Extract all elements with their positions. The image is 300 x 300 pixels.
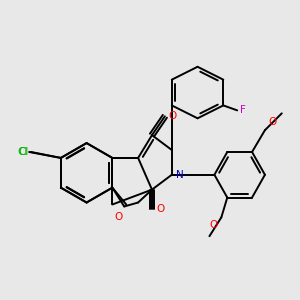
Text: Cl: Cl <box>19 147 29 157</box>
Text: O: O <box>114 212 122 222</box>
Text: Cl: Cl <box>18 147 28 157</box>
Text: O: O <box>209 220 218 230</box>
Text: F: F <box>240 105 246 116</box>
Text: N: N <box>176 170 184 180</box>
Text: O: O <box>268 117 276 127</box>
Text: O: O <box>169 111 177 121</box>
Text: O: O <box>156 204 164 214</box>
